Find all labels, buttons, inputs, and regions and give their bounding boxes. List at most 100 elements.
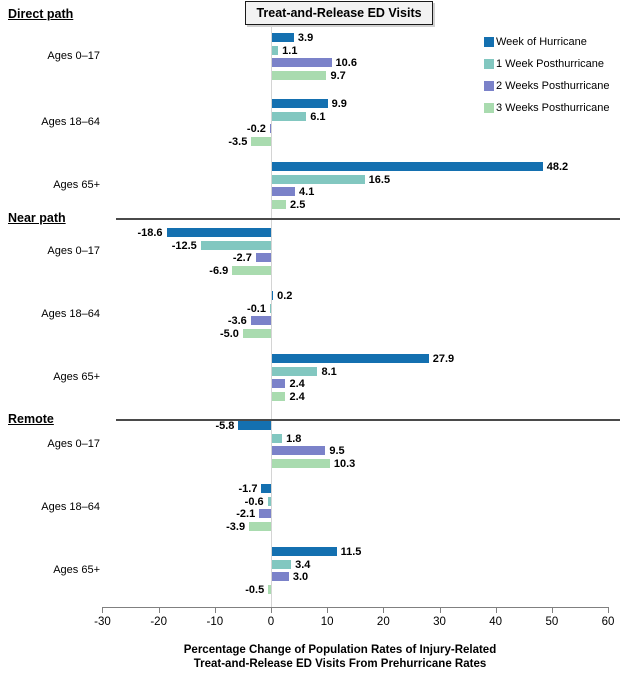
bar	[166, 228, 271, 237]
category-label: Ages 65+	[53, 371, 100, 383]
legend-label: 3 Weeks Posthurricane	[496, 102, 610, 114]
x-axis-tick-label: 40	[489, 616, 503, 628]
legend-label: Week of Hurricane	[496, 36, 587, 48]
bar	[272, 547, 337, 556]
zero-baseline	[271, 26, 272, 607]
bar-value-label: 0.2	[277, 290, 293, 302]
x-axis-tick-label: -20	[150, 616, 167, 628]
chart-title: Treat-and-Release ED Visits	[245, 1, 433, 25]
bar-value-label: 2.5	[290, 199, 306, 212]
legend-label: 2 Weeks Posthurricane	[496, 80, 610, 92]
bar	[272, 200, 287, 210]
x-axis-line	[102, 607, 609, 608]
bar-value-label: -12.5	[171, 239, 197, 252]
bar	[272, 354, 429, 363]
bar-value-label: 16.5	[368, 173, 391, 186]
x-axis-tick-label: -10	[206, 616, 224, 628]
x-axis-tick-label: 10	[320, 616, 334, 628]
bar	[267, 496, 271, 506]
bar	[272, 45, 279, 55]
bar-value-label: -0.6	[244, 495, 264, 508]
bar	[255, 253, 271, 263]
category-label: Ages 65+	[53, 564, 100, 576]
legend-item: 2 Weeks Posthurricane	[484, 75, 610, 97]
bar	[272, 433, 283, 443]
x-axis-tick-label: 20	[376, 616, 390, 628]
bar-value-label: 48.2	[546, 161, 569, 173]
bar	[200, 240, 271, 250]
bar-value-label: 3.4	[295, 558, 311, 571]
category-label: Ages 0–17	[47, 245, 100, 257]
bar	[272, 174, 365, 184]
bar-value-label: -0.5	[245, 584, 265, 597]
bar-value-label: 3.9	[297, 32, 314, 44]
bar	[272, 291, 274, 300]
legend: Week of Hurricane 1 Week Posthurricane 2 W…	[484, 31, 610, 119]
category-label: Ages 0–17	[47, 50, 100, 62]
bar-value-label: 1.1	[282, 44, 298, 57]
bar-value-label: 11.5	[340, 546, 362, 558]
x-axis-tick-label: 0	[267, 616, 275, 628]
bar	[249, 522, 271, 532]
bar-value-label: -5.0	[219, 328, 239, 341]
section-divider	[116, 218, 620, 220]
x-axis-tick	[383, 608, 385, 613]
bar	[270, 303, 271, 313]
legend-swatch-icon	[484, 81, 494, 91]
bar-value-label: -6.9	[209, 265, 229, 278]
bar-value-label: -3.6	[227, 315, 247, 328]
bar-value-label: -1.7	[238, 483, 258, 495]
category-label: Ages 18–64	[41, 501, 100, 513]
section-heading: Near path	[8, 211, 66, 225]
x-axis-tick	[495, 608, 497, 613]
bar-value-label: 9.5	[329, 445, 345, 458]
legend-swatch-icon	[484, 103, 494, 113]
bar-value-label: 2.4	[289, 378, 305, 391]
bar	[259, 509, 271, 519]
section-divider	[116, 419, 620, 421]
bar	[238, 421, 271, 430]
bar	[272, 446, 326, 456]
bar-value-label: -18.6	[137, 227, 163, 239]
bar	[272, 459, 330, 469]
x-axis-tick	[608, 608, 610, 613]
bar	[272, 572, 289, 582]
category-label: Ages 0–17	[47, 438, 100, 450]
bar	[272, 392, 286, 402]
x-axis-tick-label: 50	[545, 616, 559, 628]
legend-swatch-icon	[484, 59, 494, 69]
bar-value-label: -2.1	[236, 508, 256, 521]
legend-swatch-icon	[484, 37, 494, 47]
bar	[272, 379, 286, 389]
x-axis-tick	[439, 608, 441, 613]
bar-value-label: -5.8	[215, 420, 235, 432]
bar-value-label: 27.9	[432, 353, 455, 365]
bar-value-label: -3.5	[228, 136, 248, 149]
bar-value-label: 10.3	[333, 458, 356, 471]
bar-value-label: 2.4	[289, 391, 305, 404]
bar	[269, 124, 271, 134]
x-axis-tick-label: 30	[433, 616, 446, 628]
section-heading: Direct path	[8, 7, 74, 21]
x-axis-title: Percentage Change of Population Rates of…	[60, 643, 620, 671]
category-label: Ages 18–64	[41, 308, 100, 320]
x-axis-tick-label: -30	[94, 616, 111, 628]
x-axis-title-line1: Percentage Change of Population Rates of…	[183, 644, 497, 656]
category-label: Ages 18–64	[41, 116, 100, 128]
bar	[232, 266, 271, 276]
bar-value-label: 6.1	[310, 110, 326, 123]
bar	[272, 187, 296, 197]
x-axis-tick-label: 60	[601, 616, 615, 628]
bar	[272, 99, 328, 108]
legend-label: 1 Week Posthurricane	[496, 58, 605, 70]
bar-value-label: -2.7	[232, 252, 252, 265]
x-axis-tick	[214, 608, 216, 613]
bar	[261, 484, 271, 493]
bar	[272, 559, 292, 569]
bar-value-label: -0.2	[246, 123, 266, 136]
bar	[250, 316, 271, 326]
bar	[272, 162, 543, 171]
bar-value-label: 9.7	[330, 70, 346, 83]
bar-value-label: 1.8	[286, 432, 302, 445]
bar-value-label: -3.9	[226, 521, 246, 534]
